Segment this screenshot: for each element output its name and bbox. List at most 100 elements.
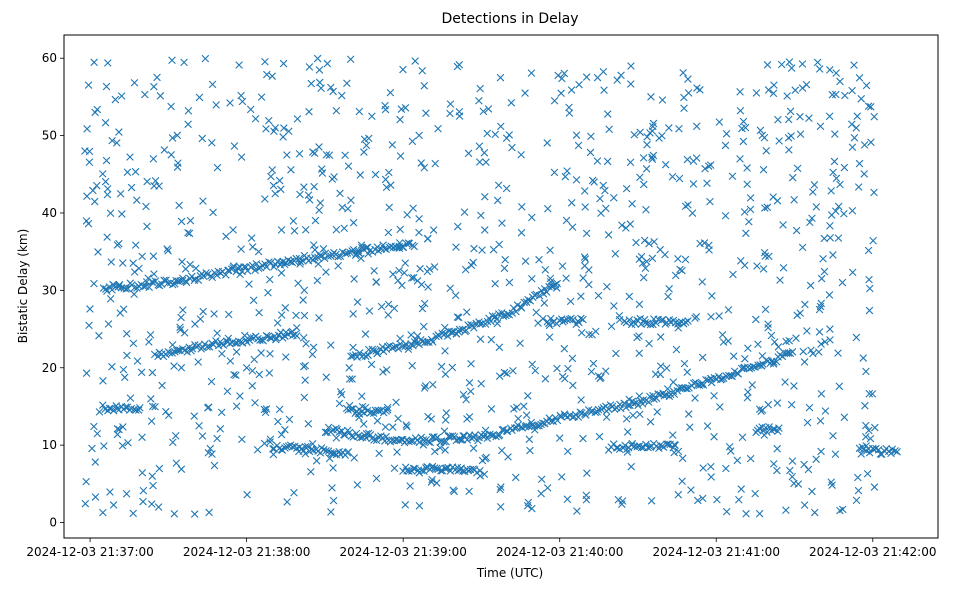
data-point bbox=[282, 443, 291, 451]
data-point bbox=[350, 275, 358, 283]
data-point bbox=[625, 395, 633, 404]
data-point bbox=[287, 257, 295, 266]
data-point bbox=[133, 357, 142, 365]
data-point bbox=[662, 364, 671, 372]
data-point bbox=[659, 315, 667, 324]
data-point bbox=[524, 295, 532, 304]
data-point bbox=[751, 489, 759, 498]
data-point bbox=[656, 441, 665, 449]
data-point bbox=[495, 431, 504, 439]
data-point bbox=[309, 343, 318, 352]
data-point bbox=[787, 400, 796, 409]
data-point bbox=[461, 265, 470, 274]
data-point bbox=[255, 308, 263, 317]
data-point bbox=[301, 449, 310, 458]
data-point bbox=[665, 124, 673, 132]
data-point bbox=[773, 444, 781, 453]
data-point bbox=[774, 115, 782, 124]
data-point bbox=[192, 264, 200, 273]
data-point bbox=[558, 74, 566, 83]
data-point bbox=[579, 274, 587, 282]
data-point bbox=[575, 318, 583, 327]
data-point bbox=[104, 320, 113, 328]
data-point bbox=[295, 443, 304, 451]
data-point bbox=[722, 464, 730, 473]
data-point bbox=[212, 337, 220, 345]
data-point bbox=[226, 99, 234, 107]
data-point bbox=[656, 370, 665, 379]
marks-layer bbox=[81, 54, 901, 518]
data-point bbox=[281, 332, 289, 341]
data-point bbox=[742, 509, 750, 518]
data-point bbox=[305, 63, 314, 71]
data-point bbox=[761, 305, 770, 314]
data-point bbox=[764, 320, 772, 328]
data-point bbox=[778, 352, 787, 361]
data-point bbox=[477, 211, 485, 220]
data-point bbox=[251, 114, 260, 123]
data-point bbox=[372, 278, 380, 287]
data-point bbox=[858, 443, 867, 452]
data-point bbox=[641, 318, 649, 327]
data-point bbox=[113, 430, 122, 439]
data-point bbox=[203, 343, 211, 351]
data-point bbox=[295, 150, 304, 158]
data-point bbox=[347, 432, 356, 440]
data-point bbox=[283, 498, 291, 506]
data-point bbox=[595, 432, 604, 441]
data-point bbox=[715, 118, 724, 126]
data-point bbox=[516, 339, 524, 348]
data-point bbox=[287, 165, 295, 174]
data-point bbox=[148, 368, 157, 377]
data-point bbox=[301, 226, 310, 234]
data-point bbox=[739, 137, 748, 146]
data-point bbox=[612, 349, 620, 358]
data-point bbox=[322, 268, 330, 276]
data-point bbox=[674, 255, 682, 263]
data-point bbox=[149, 481, 157, 490]
data-point bbox=[292, 254, 300, 263]
data-point bbox=[399, 65, 407, 74]
data-point bbox=[130, 290, 138, 298]
data-point bbox=[155, 464, 164, 473]
data-point bbox=[870, 483, 879, 491]
data-point bbox=[296, 260, 304, 268]
data-point bbox=[496, 503, 505, 511]
data-point bbox=[383, 406, 392, 414]
data-point bbox=[382, 432, 390, 441]
data-point bbox=[582, 229, 591, 238]
data-point bbox=[451, 291, 460, 300]
data-point bbox=[260, 439, 269, 448]
data-point bbox=[601, 367, 610, 375]
data-point bbox=[379, 368, 387, 376]
data-point bbox=[546, 246, 554, 255]
data-point bbox=[722, 129, 731, 138]
data-point bbox=[482, 158, 490, 167]
data-point bbox=[100, 442, 108, 450]
data-point bbox=[268, 72, 276, 80]
data-point bbox=[460, 208, 469, 216]
data-point bbox=[864, 246, 873, 255]
data-point bbox=[85, 321, 93, 330]
data-point bbox=[676, 265, 684, 274]
data-point bbox=[294, 279, 302, 288]
data-point bbox=[757, 407, 765, 416]
data-point bbox=[850, 133, 859, 142]
data-point bbox=[871, 423, 879, 432]
data-point bbox=[691, 314, 699, 322]
data-point bbox=[394, 344, 403, 353]
data-point bbox=[325, 151, 334, 159]
data-point bbox=[290, 488, 298, 497]
data-point bbox=[143, 222, 151, 231]
data-point bbox=[394, 414, 402, 423]
data-point bbox=[693, 496, 702, 505]
data-point bbox=[403, 422, 411, 431]
data-point bbox=[415, 131, 423, 140]
data-point bbox=[577, 292, 585, 301]
data-point bbox=[817, 389, 826, 398]
data-point bbox=[562, 274, 570, 283]
data-point bbox=[151, 402, 159, 411]
data-point bbox=[855, 159, 864, 168]
data-point bbox=[635, 300, 644, 309]
data-point bbox=[625, 316, 634, 324]
